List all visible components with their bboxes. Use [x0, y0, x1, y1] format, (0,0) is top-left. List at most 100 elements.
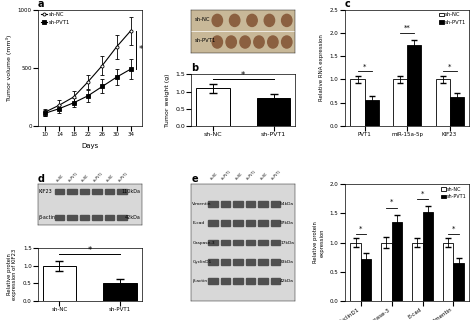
Y-axis label: Relative protein
expression of KIF23: Relative protein expression of KIF23 — [7, 249, 18, 300]
Bar — [209, 240, 218, 245]
Text: β-actin: β-actin — [192, 279, 208, 283]
Bar — [271, 240, 280, 245]
Text: e: e — [191, 173, 198, 184]
Bar — [350, 79, 365, 126]
Bar — [350, 243, 361, 301]
Bar — [258, 240, 268, 245]
Text: β-actin: β-actin — [39, 215, 56, 220]
Y-axis label: Relative RNA expression: Relative RNA expression — [319, 35, 324, 101]
Bar — [258, 259, 268, 265]
Text: Caspase-3: Caspase-3 — [192, 241, 215, 244]
Text: E-cad: E-cad — [192, 221, 205, 225]
Bar — [271, 278, 280, 284]
Bar — [221, 220, 230, 226]
Text: *: * — [448, 63, 451, 69]
Bar — [209, 259, 218, 265]
Ellipse shape — [268, 36, 278, 48]
Bar — [92, 215, 102, 220]
Legend: sh-NC, sh-PVT1: sh-NC, sh-PVT1 — [41, 12, 70, 25]
Text: 42kDa: 42kDa — [280, 279, 294, 283]
Text: a: a — [38, 0, 45, 9]
Legend: sh-NC, sh-PVT1: sh-NC, sh-PVT1 — [439, 12, 466, 25]
Bar — [443, 243, 454, 301]
Ellipse shape — [212, 36, 222, 48]
Bar — [271, 220, 280, 226]
Y-axis label: Tumor volume (mm³): Tumor volume (mm³) — [6, 35, 12, 101]
Bar — [221, 278, 230, 284]
Bar — [105, 189, 114, 194]
Ellipse shape — [229, 14, 240, 27]
Bar — [407, 44, 421, 126]
Ellipse shape — [254, 36, 264, 48]
Text: sh-PVT1: sh-PVT1 — [221, 170, 232, 181]
Bar — [209, 278, 218, 284]
Bar — [92, 189, 102, 194]
Text: b: b — [191, 63, 199, 73]
Text: *: * — [363, 63, 366, 69]
Text: sh-PVT1: sh-PVT1 — [271, 170, 282, 181]
Bar — [105, 215, 114, 220]
Text: *: * — [390, 199, 393, 205]
Bar — [258, 278, 268, 284]
Bar — [257, 99, 291, 126]
Text: 97kDa: 97kDa — [280, 221, 294, 225]
Text: *: * — [139, 45, 143, 54]
Text: **: ** — [404, 25, 410, 31]
Bar — [221, 240, 230, 245]
Bar — [271, 201, 280, 207]
Text: *: * — [241, 71, 246, 80]
Bar — [209, 220, 218, 226]
Ellipse shape — [264, 14, 274, 27]
Text: *: * — [452, 225, 455, 231]
Bar — [382, 243, 392, 301]
Ellipse shape — [212, 14, 222, 27]
Text: *: * — [88, 246, 92, 255]
Text: 42kDa: 42kDa — [125, 215, 141, 220]
Bar — [454, 263, 464, 301]
Bar — [80, 189, 89, 194]
Bar — [246, 201, 255, 207]
Text: sh-PVT1: sh-PVT1 — [194, 38, 216, 43]
Text: sh-PVT1: sh-PVT1 — [246, 170, 257, 181]
Bar — [361, 259, 371, 301]
Legend: sh-NC, sh-PVT1: sh-NC, sh-PVT1 — [441, 187, 467, 199]
Text: sh-PVT1: sh-PVT1 — [67, 172, 79, 183]
Bar — [43, 266, 76, 301]
Text: *: * — [421, 190, 424, 196]
Bar — [221, 201, 230, 207]
Bar — [436, 79, 449, 126]
Text: 33kDa: 33kDa — [280, 260, 294, 264]
Ellipse shape — [240, 36, 250, 48]
Ellipse shape — [282, 36, 292, 48]
Ellipse shape — [226, 36, 237, 48]
Bar — [246, 259, 255, 265]
Bar — [233, 220, 243, 226]
Bar — [233, 278, 243, 284]
Bar — [258, 201, 268, 207]
Text: sh-NC: sh-NC — [259, 172, 268, 181]
Bar — [258, 220, 268, 226]
Bar — [271, 259, 280, 265]
Bar — [196, 88, 229, 126]
Text: sh-NC: sh-NC — [235, 172, 244, 181]
Bar — [117, 189, 127, 194]
Text: c: c — [345, 0, 351, 9]
Bar — [412, 243, 422, 301]
Text: sh-NC: sh-NC — [194, 17, 210, 22]
Text: KIF23: KIF23 — [39, 189, 53, 194]
Bar — [67, 215, 77, 220]
Bar — [422, 212, 433, 301]
Bar — [246, 220, 255, 226]
Bar — [365, 100, 379, 126]
Bar — [55, 215, 64, 220]
Bar — [233, 240, 243, 245]
Text: d: d — [38, 173, 45, 184]
Bar — [221, 259, 230, 265]
Bar — [449, 97, 464, 126]
Text: CyclinD1: CyclinD1 — [192, 260, 212, 264]
Bar — [233, 201, 243, 207]
Text: sh-PVT1: sh-PVT1 — [117, 172, 128, 183]
Bar — [233, 259, 243, 265]
Ellipse shape — [247, 14, 257, 27]
X-axis label: Days: Days — [81, 143, 99, 149]
